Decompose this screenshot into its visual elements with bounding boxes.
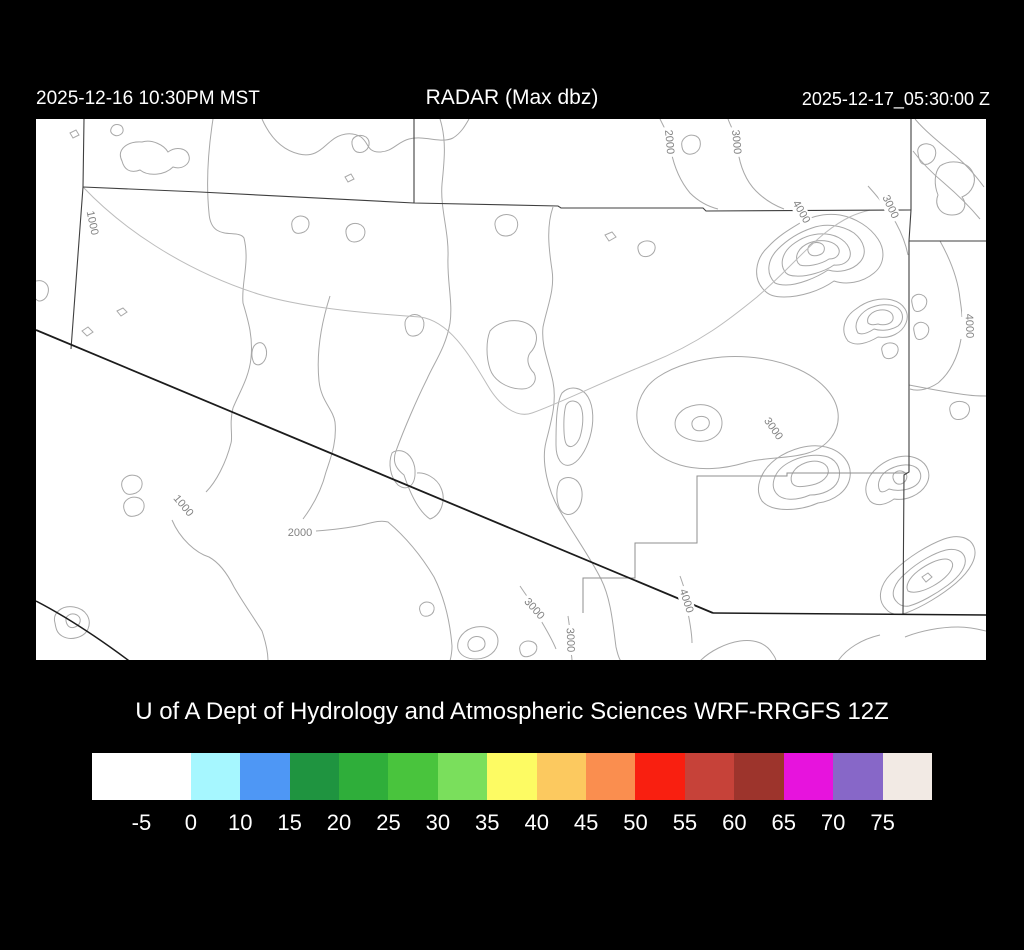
colorbar-cell-8: [487, 753, 537, 800]
colorbar-cell-10: [586, 753, 636, 800]
colorbar-tick--5: -5: [131, 810, 152, 835]
colorbar-cell-16: [882, 753, 932, 800]
colorbar-tick-70: 70: [820, 810, 846, 835]
colorbar-tick-15: 15: [277, 810, 302, 835]
svg-text:4000: 4000: [963, 314, 976, 339]
colorbar-cell-2: [190, 753, 241, 800]
svg-text:3000: 3000: [564, 628, 577, 653]
colorbar: [92, 753, 932, 800]
contour-label-2000: 2000: [661, 126, 677, 158]
colorbar-cell-1: [141, 753, 191, 800]
valid-time-utc: 2025-12-17_05:30:00 Z: [801, 89, 990, 109]
valid-time-local: 2025-12-16 10:30PM MST: [36, 88, 260, 109]
contour-label-4000: 4000: [675, 584, 697, 618]
secondary-boundaries: [82, 186, 907, 613]
colorbar-tick-10: 10: [227, 810, 253, 835]
colorbar-tick-40: 40: [524, 810, 549, 835]
state-borders: [36, 119, 986, 660]
contour-label-3000: 3000: [877, 190, 903, 224]
contour-label-3000: 3000: [562, 624, 578, 656]
svg-text:3000: 3000: [729, 129, 743, 154]
colorbar-tick-75: 75: [870, 810, 895, 835]
border-southwest-diagonal: [36, 329, 714, 614]
border-west-vertical: [70, 119, 85, 350]
svg-text:2000: 2000: [662, 129, 676, 154]
colorbar-cell-14: [783, 753, 834, 800]
colorbar-cell-7: [437, 753, 488, 800]
contour-label-2000: 2000: [285, 526, 315, 540]
colorbar-tick-60: 60: [722, 810, 747, 835]
colorbar-cell-4: [289, 753, 340, 800]
colorbar-cell-3: [240, 753, 290, 800]
contour-label-4000: 4000: [961, 310, 977, 342]
plot-title: RADAR (Max dbz): [425, 86, 599, 109]
colorbar-ticks: -5 0 10 15 20 25 30 35 40 45 50 55 60 65 70 75: [0, 810, 1024, 840]
border-south-horizontal: [712, 612, 986, 616]
elevation-contours: [36, 119, 986, 660]
colorbar-cell-6: [388, 753, 438, 800]
contour-label-3000: 3000: [759, 412, 787, 446]
contour-label-1000: 1000: [168, 490, 198, 522]
contour-label-3000: 3000: [728, 126, 744, 158]
colorbar-cell-5: [339, 753, 389, 800]
colorbar-cell-9: [536, 753, 587, 800]
colorbar-tick-30: 30: [425, 810, 451, 835]
colorbar-cell-13: [734, 753, 784, 800]
map-panel: 1000 1000 2000 2000 3000 4000 3000 4000 3000 3000…: [36, 119, 986, 660]
svg-text:4000: 4000: [790, 198, 813, 225]
colorbar-tick-45: 45: [573, 810, 599, 835]
colorbar-cell-0: [92, 753, 142, 800]
contour-label-1000: 1000: [82, 206, 102, 240]
colorbar-cell-11: [635, 753, 685, 800]
svg-text:3000: 3000: [879, 193, 900, 220]
coastline-southwest: [36, 600, 130, 660]
caption: U of A Dept of Hydrology and Atmospheric…: [135, 698, 889, 725]
colorbar-tick-35: 35: [475, 810, 500, 835]
colorbar-tick-50: 50: [623, 810, 648, 835]
svg-text:2000: 2000: [288, 527, 312, 539]
colorbar-tick-25: 25: [376, 810, 401, 835]
contour-label-3000: 3000: [519, 593, 549, 625]
colorbar-tick-0: 0: [184, 810, 197, 835]
contour-label-4000: 4000: [787, 195, 815, 229]
colorbar-tick-20: 20: [326, 810, 352, 835]
colorbar-cell-15: [833, 753, 883, 800]
colorbar-tick-55: 55: [672, 810, 698, 835]
border-east-vertical: [902, 209, 912, 615]
colorbar-cell-12: [684, 753, 735, 800]
svg-text:1000: 1000: [84, 210, 101, 236]
colorbar-tick-65: 65: [771, 810, 796, 835]
border-north-horizontal: [82, 186, 912, 212]
